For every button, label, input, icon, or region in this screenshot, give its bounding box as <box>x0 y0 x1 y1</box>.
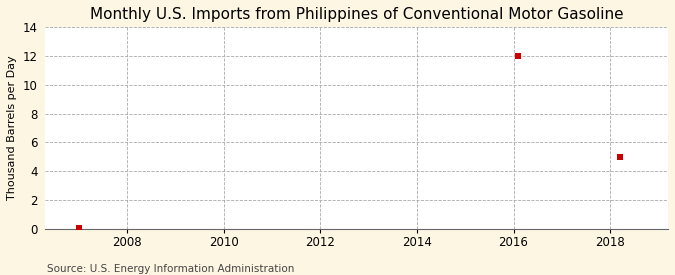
Y-axis label: Thousand Barrels per Day: Thousand Barrels per Day <box>7 56 17 200</box>
Point <box>614 155 625 159</box>
Point <box>513 54 524 58</box>
Text: Source: U.S. Energy Information Administration: Source: U.S. Energy Information Administ… <box>47 264 294 274</box>
Point <box>74 226 84 230</box>
Title: Monthly U.S. Imports from Philippines of Conventional Motor Gasoline: Monthly U.S. Imports from Philippines of… <box>90 7 624 22</box>
